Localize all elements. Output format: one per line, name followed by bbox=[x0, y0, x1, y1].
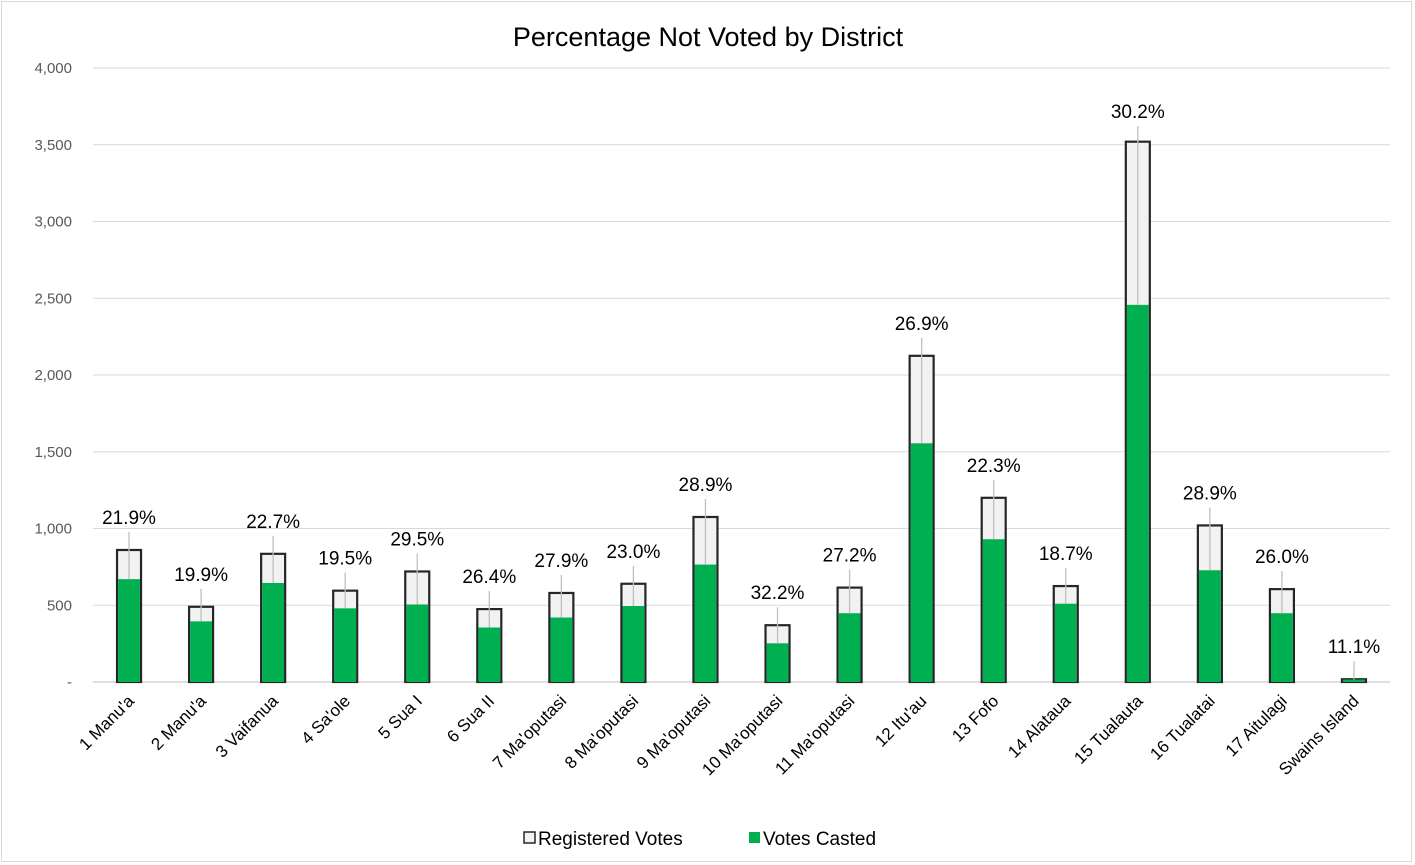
legend-swatch-registered bbox=[523, 831, 536, 844]
y-tick-label: 2,000 bbox=[34, 367, 72, 384]
x-axis: 1 Manu'a 2 Manu'a 3 Vaifanua 4 Sa'ole 5 Sua … bbox=[75, 691, 1362, 779]
y-tick-label: 500 bbox=[47, 597, 72, 614]
legend-label-registered: Registered Votes bbox=[538, 829, 683, 850]
y-axis: - 500 1,000 1,500 2,000 2,500 3,000 3,500 4,000 bbox=[34, 60, 72, 691]
legend-label-casted: Votes Casted bbox=[763, 829, 876, 850]
x-tick-label: 6 Sua II bbox=[443, 691, 498, 746]
bar-casted bbox=[478, 627, 501, 682]
x-tick-label: 12 Itu'au bbox=[871, 691, 930, 750]
y-tick-label: 3,000 bbox=[34, 214, 72, 231]
bar-casted bbox=[1343, 679, 1365, 682]
data-label: 23.0% bbox=[606, 542, 660, 563]
bar-casted bbox=[1126, 304, 1149, 682]
data-label: 29.5% bbox=[390, 529, 444, 550]
bar-casted bbox=[1271, 613, 1293, 682]
x-tick-label: 5 Sua I bbox=[375, 691, 427, 743]
bar-casted bbox=[1198, 570, 1221, 682]
data-label: 28.9% bbox=[1183, 483, 1237, 504]
data-label: 21.9% bbox=[102, 508, 156, 529]
data-label: 26.0% bbox=[1255, 547, 1309, 568]
bar-casted bbox=[694, 564, 717, 682]
data-label: 28.9% bbox=[679, 475, 733, 496]
data-label: 30.2% bbox=[1111, 102, 1165, 123]
bar-casted bbox=[838, 613, 861, 682]
legend-swatch-casted bbox=[749, 832, 760, 843]
data-label: 22.3% bbox=[967, 456, 1021, 477]
bar-casted bbox=[550, 617, 573, 682]
data-labels: 21.9% 19.9% 22.7% 19.5% 29.5% 26.4% 27.9% 23.0%… bbox=[102, 102, 1380, 680]
bar-casted bbox=[622, 606, 645, 682]
x-tick-label: 9 Ma'oputasi bbox=[633, 691, 714, 772]
x-tick-label: 8 Ma'oputasi bbox=[561, 691, 642, 772]
bar-casted bbox=[766, 643, 789, 682]
y-tick-label: - bbox=[67, 674, 72, 691]
bar-casted bbox=[406, 604, 429, 682]
data-label: 18.7% bbox=[1039, 544, 1093, 565]
data-label: 11.1% bbox=[1328, 637, 1381, 658]
x-tick-label: 3 Vaifanua bbox=[212, 691, 282, 761]
bar-casted bbox=[1054, 603, 1077, 682]
bar-casted bbox=[334, 608, 357, 682]
x-tick-label: 2 Manu'a bbox=[147, 691, 210, 754]
bars bbox=[115, 140, 1368, 684]
x-tick-label: 16 Tualatai bbox=[1146, 691, 1218, 763]
x-tick-label: 15 Tualauta bbox=[1070, 691, 1147, 768]
bar-casted bbox=[982, 539, 1005, 682]
bar-casted bbox=[910, 443, 933, 682]
y-tick-label: 4,000 bbox=[34, 60, 72, 77]
bar-casted bbox=[262, 582, 285, 682]
x-tick-label: 17 Aitulagi bbox=[1222, 691, 1291, 760]
legend: Registered Votes Votes Casted bbox=[523, 829, 876, 850]
y-tick-label: 1,500 bbox=[34, 444, 72, 461]
x-tick-label: 4 Sa'ole bbox=[298, 691, 355, 748]
chart-title: Percentage Not Voted by District bbox=[513, 22, 904, 52]
y-tick-label: 3,500 bbox=[34, 137, 72, 154]
data-label: 27.9% bbox=[534, 551, 588, 572]
gridlines bbox=[93, 67, 1390, 683]
bar-casted bbox=[190, 621, 212, 682]
y-tick-label: 2,500 bbox=[34, 290, 72, 307]
data-label: 19.5% bbox=[318, 549, 372, 570]
x-tick-label: 13 Fofo bbox=[948, 691, 1002, 745]
x-tick-label: 1 Manu'a bbox=[75, 691, 138, 754]
data-label: 32.2% bbox=[751, 583, 805, 604]
y-tick-label: 1,000 bbox=[34, 521, 72, 538]
x-tick-label: 7 Ma'oputasi bbox=[489, 691, 570, 772]
x-tick-label: 14 Alataua bbox=[1004, 691, 1075, 762]
data-label: 26.9% bbox=[895, 314, 949, 335]
data-label: 22.7% bbox=[246, 512, 300, 533]
data-label: 26.4% bbox=[462, 567, 516, 588]
data-label: 27.2% bbox=[823, 546, 877, 567]
bar-casted bbox=[118, 579, 140, 682]
data-label: 19.9% bbox=[174, 565, 228, 586]
